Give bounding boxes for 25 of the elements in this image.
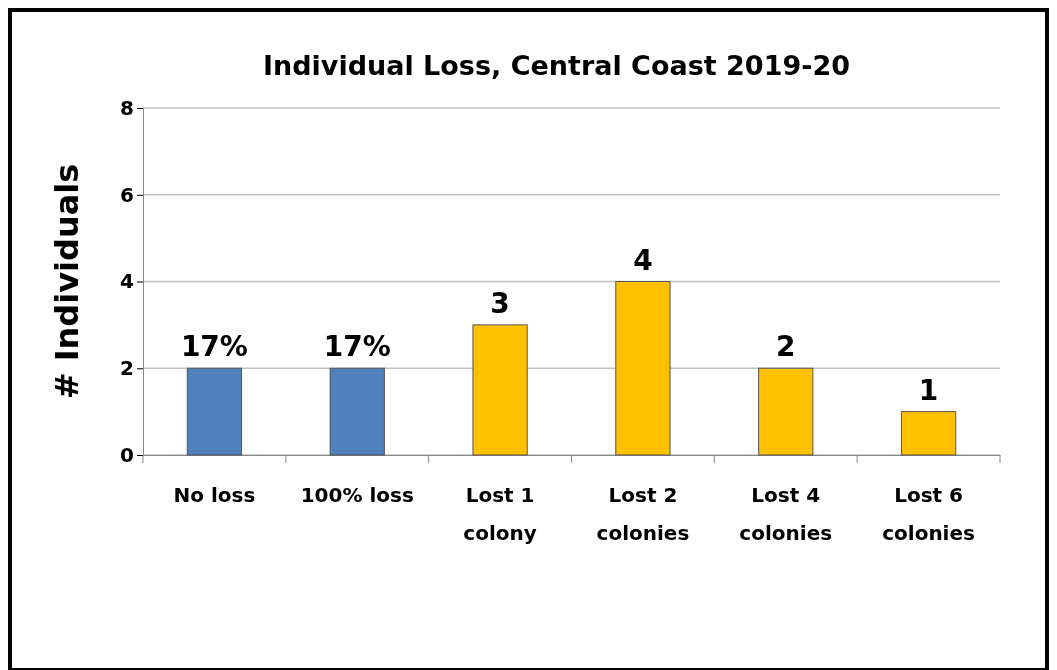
bar — [186, 367, 243, 456]
y-axis-title: # Individuals — [48, 163, 86, 400]
y-tick-label: 2 — [120, 356, 134, 381]
bar — [900, 411, 957, 456]
data-label: 1 — [918, 373, 939, 407]
chart-title: Individual Loss, Central Coast 2019-20 — [262, 50, 851, 81]
x-tick-label: No loss — [173, 483, 256, 507]
x-tick-label: Lost 1 colony — [463, 483, 537, 545]
data-label: 2 — [776, 330, 796, 364]
bar — [329, 367, 385, 456]
bar — [472, 324, 528, 456]
y-tick-label: 4 — [120, 269, 134, 294]
x-tick-label: Lost 6 colonies — [882, 483, 975, 545]
y-tick-label: 6 — [120, 182, 134, 207]
x-tick-label: Lost 2 colonies — [596, 483, 690, 545]
bar — [615, 281, 671, 456]
x-tick-label: Lost 4 colonies — [739, 483, 833, 545]
y-tick-label: 0 — [120, 442, 134, 467]
y-tick-label: 8 — [120, 95, 134, 120]
data-label: 3 — [490, 286, 510, 320]
x-tick-label: 100% loss — [300, 483, 414, 507]
data-label: 4 — [633, 243, 653, 277]
annotation: 17% — [180, 330, 248, 364]
bar — [758, 367, 814, 456]
annotation: 17% — [323, 330, 391, 364]
